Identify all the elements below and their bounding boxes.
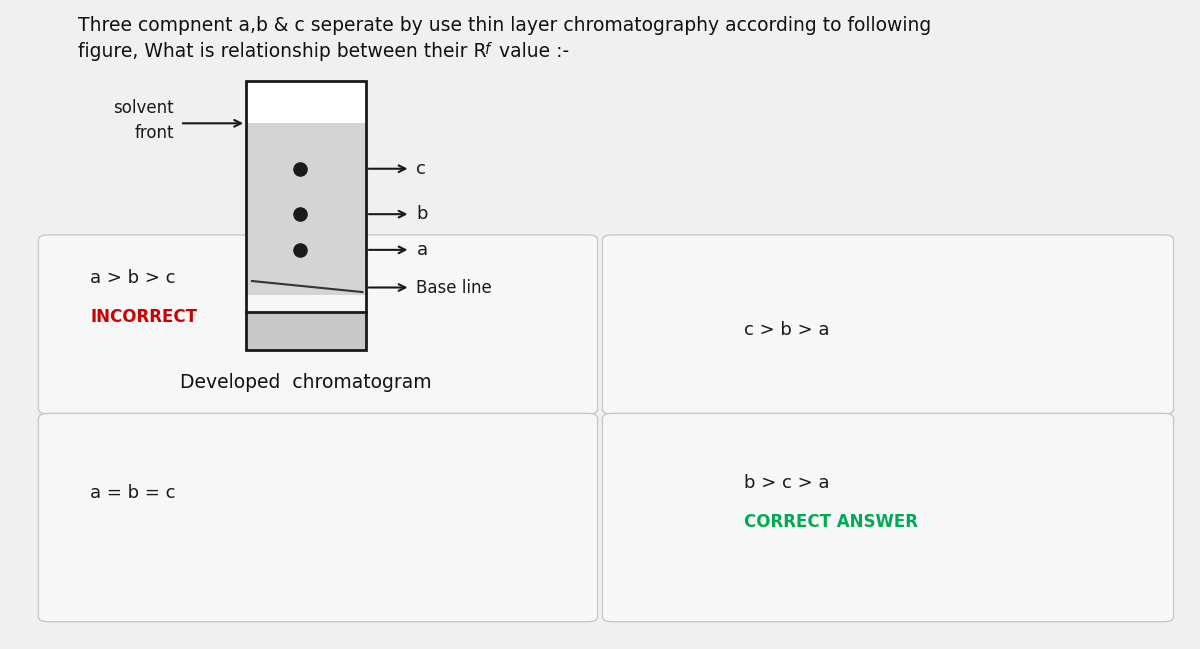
Text: Three compnent a,b & c seperate by use thin layer chromatography according to fo: Three compnent a,b & c seperate by use t… xyxy=(78,16,931,35)
Point xyxy=(290,164,310,174)
Bar xyxy=(246,81,366,350)
Text: value :-: value :- xyxy=(493,42,569,61)
Text: f: f xyxy=(485,42,490,57)
Text: Base line: Base line xyxy=(416,278,492,297)
Text: a = b = c: a = b = c xyxy=(90,484,175,502)
FancyBboxPatch shape xyxy=(38,413,598,622)
Bar xyxy=(246,123,366,295)
FancyBboxPatch shape xyxy=(602,413,1174,622)
Text: c: c xyxy=(416,160,426,178)
Point xyxy=(290,245,310,255)
Text: a > b > c: a > b > c xyxy=(90,269,175,288)
Point xyxy=(290,209,310,219)
Bar xyxy=(246,81,366,123)
Text: Developed  chromatogram: Developed chromatogram xyxy=(180,373,432,392)
Text: b > c > a: b > c > a xyxy=(744,474,829,492)
Text: a: a xyxy=(416,241,427,259)
Text: solvent
front: solvent front xyxy=(113,99,174,141)
Text: INCORRECT: INCORRECT xyxy=(90,308,197,326)
Text: c > b > a: c > b > a xyxy=(744,321,829,339)
FancyBboxPatch shape xyxy=(38,235,598,414)
Text: b: b xyxy=(416,205,428,223)
Text: figure, What is relationship between their R: figure, What is relationship between the… xyxy=(78,42,487,61)
Text: CORRECT ANSWER: CORRECT ANSWER xyxy=(744,513,918,531)
Bar xyxy=(246,312,366,350)
FancyBboxPatch shape xyxy=(602,235,1174,414)
